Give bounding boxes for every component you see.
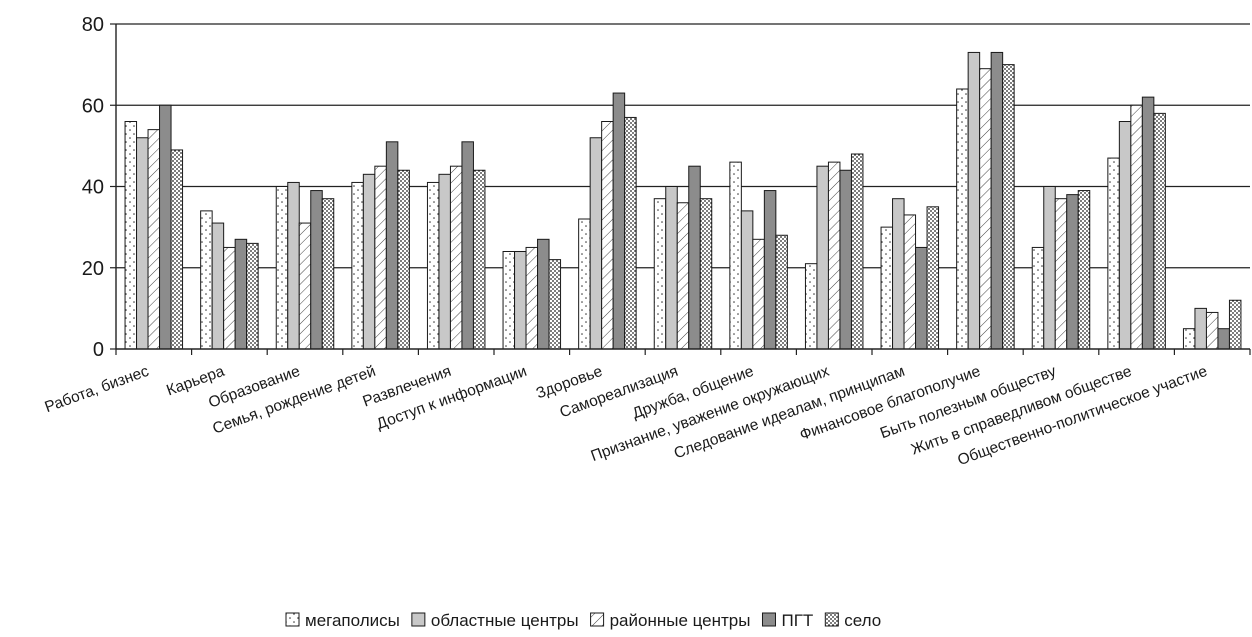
bar — [1153, 112, 1166, 350]
bar — [438, 173, 451, 350]
bar — [136, 137, 149, 350]
y-tick-label: 0 — [93, 339, 104, 361]
bar — [124, 121, 138, 350]
bar — [676, 202, 690, 350]
bar — [298, 222, 312, 350]
bar — [967, 51, 981, 350]
bar — [1107, 157, 1120, 350]
bar — [1228, 299, 1242, 350]
bar — [1182, 328, 1196, 350]
bar — [362, 173, 376, 350]
legend-swatch — [590, 612, 605, 627]
bar — [537, 238, 550, 350]
axes — [115, 24, 1251, 355]
bar — [502, 251, 516, 350]
bar — [426, 181, 440, 350]
bar — [601, 121, 614, 350]
bar — [589, 137, 603, 350]
bar — [903, 214, 917, 350]
bar — [612, 92, 626, 350]
bar — [699, 198, 713, 350]
legend-swatch — [285, 612, 300, 627]
bar — [926, 206, 940, 350]
bar — [827, 161, 841, 350]
bar — [1043, 186, 1056, 350]
bar — [200, 210, 213, 350]
bar — [246, 242, 259, 350]
legend-swatch — [411, 612, 426, 627]
y-tick-label: 80 — [82, 14, 104, 36]
bar — [310, 190, 323, 350]
bar — [990, 51, 1004, 350]
bar — [915, 246, 928, 350]
bar — [321, 198, 335, 350]
legend-label: село — [844, 611, 881, 630]
bar — [287, 181, 300, 350]
bar — [525, 246, 539, 350]
bar — [385, 141, 399, 350]
bar — [514, 251, 527, 350]
bar — [234, 238, 248, 350]
legend-label: областные центры — [431, 611, 579, 630]
bars — [124, 51, 1242, 350]
bar — [1130, 104, 1143, 350]
bar — [816, 165, 829, 350]
bar — [775, 234, 788, 350]
legend-swatch — [824, 612, 839, 627]
bar — [665, 186, 678, 350]
legend-label: мегаполисы — [305, 611, 400, 630]
bar — [1194, 307, 1207, 350]
bar — [461, 141, 474, 350]
bar — [1066, 194, 1079, 350]
bar — [752, 238, 765, 350]
bar — [1077, 190, 1091, 350]
bar — [1002, 64, 1015, 350]
bar — [351, 181, 364, 350]
bar — [1205, 311, 1219, 350]
bar — [892, 198, 905, 350]
bar — [1141, 96, 1155, 350]
bar — [688, 165, 701, 350]
y-axis-ticks: 0 20 40 60 80 — [82, 14, 104, 361]
bar — [979, 68, 992, 350]
bar — [548, 259, 562, 350]
bar — [1118, 121, 1132, 350]
legend-swatch — [761, 612, 776, 627]
bar — [472, 169, 486, 350]
bar — [850, 153, 864, 350]
y-tick-label: 40 — [82, 177, 104, 199]
bar — [1031, 246, 1045, 350]
legend-label: районные центры — [610, 611, 751, 630]
bar — [880, 226, 894, 350]
bar — [275, 186, 289, 350]
bar — [763, 190, 777, 350]
bar — [956, 88, 969, 350]
bar — [170, 149, 184, 350]
bar — [211, 222, 225, 350]
legend: мегаполисы областные центры районные центр… — [285, 611, 881, 630]
x-tick-label: Работа, бизнес — [43, 363, 152, 416]
bar — [159, 104, 172, 350]
bar — [729, 161, 742, 350]
y-tick-label: 20 — [82, 258, 104, 280]
bar — [624, 116, 637, 350]
bar — [1217, 328, 1230, 350]
legend-label: ПГТ — [781, 611, 813, 630]
bar — [578, 218, 591, 350]
bar — [1054, 198, 1068, 350]
bar — [839, 169, 852, 350]
bar — [449, 165, 463, 350]
bar — [223, 246, 236, 350]
bar — [740, 210, 754, 350]
bar — [397, 169, 410, 350]
bar — [804, 263, 818, 350]
bar — [653, 198, 667, 350]
bar — [374, 165, 387, 350]
bar — [147, 129, 161, 350]
y-tick-label: 60 — [82, 95, 104, 117]
